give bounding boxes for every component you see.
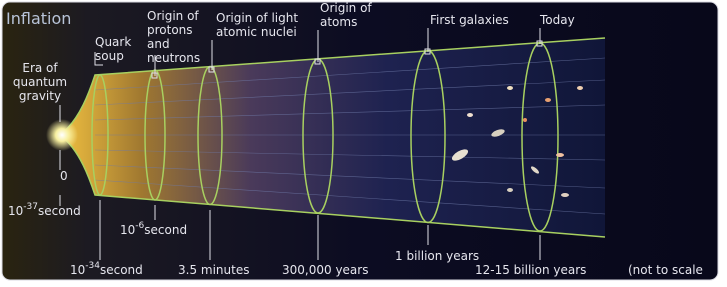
- title: Inflation: [6, 9, 71, 28]
- timeline-diagram: Inflation Era ofquantumgravity Quarksoup O…: [0, 0, 727, 287]
- epoch-label: neutrons: [147, 51, 200, 65]
- epoch-label: Era of: [22, 61, 58, 75]
- epoch-label: and: [147, 37, 170, 51]
- time-label: 10-37second: [8, 202, 81, 218]
- time-unit: second: [100, 263, 143, 277]
- time-label: 10-6second: [120, 221, 187, 237]
- time-label: 3.5 minutes: [178, 263, 249, 277]
- time-unit: second: [38, 204, 81, 218]
- epoch-label: First galaxies: [430, 13, 509, 27]
- epoch-label: atoms: [320, 15, 357, 29]
- epoch-label: gravity: [19, 89, 61, 103]
- epoch-label: Quark: [95, 35, 131, 49]
- epoch-label: atomic nuclei: [216, 25, 297, 39]
- epoch-label: Origin of: [147, 9, 199, 23]
- time-label: (not to scale: [628, 263, 703, 277]
- epoch-label: Origin of: [320, 1, 372, 15]
- time-exponent: -6: [135, 221, 144, 231]
- epoch-label: soup: [95, 49, 124, 63]
- time-base: 10: [70, 263, 85, 277]
- time-exponent: -37: [23, 202, 38, 212]
- time-label: 0: [60, 169, 68, 183]
- time-label: 300,000 years: [282, 263, 368, 277]
- time-unit: second: [144, 223, 187, 237]
- time-label: 1 billion years: [395, 249, 479, 263]
- time-base: 10: [8, 204, 23, 218]
- big-bang: [46, 119, 78, 151]
- epoch-label: protons: [147, 23, 193, 37]
- time-label: 12-15 billion years: [475, 263, 586, 277]
- epoch-label: Today: [539, 13, 575, 27]
- time-base: 10: [120, 223, 135, 237]
- time-label: 10-34second: [70, 261, 143, 277]
- epoch-label: Origin of light: [216, 11, 298, 25]
- time-exponent: -34: [85, 261, 100, 271]
- epoch-label: quantum: [13, 75, 67, 89]
